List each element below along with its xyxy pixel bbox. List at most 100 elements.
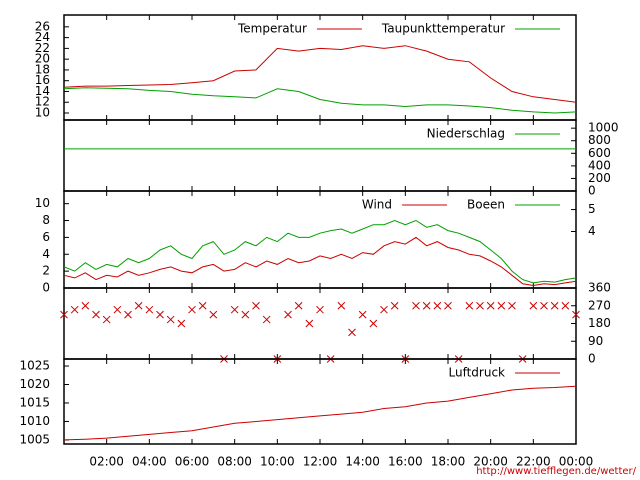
footer-url: http://www.tiefflegen.de/wetter/ bbox=[476, 466, 636, 477]
y-tick-label: 10 bbox=[35, 106, 50, 120]
scatter-point bbox=[486, 301, 495, 310]
scatter-point bbox=[60, 310, 68, 319]
panel-frame bbox=[63, 287, 577, 360]
scatter-point bbox=[561, 301, 570, 310]
y-tick-label: 1025 bbox=[19, 359, 50, 373]
y-tick-label: 600 bbox=[588, 146, 611, 160]
legend-label: Niederschlag bbox=[427, 127, 505, 141]
scatter-point bbox=[433, 301, 442, 310]
scatter-point bbox=[380, 305, 388, 314]
y-tick-label: 16 bbox=[35, 73, 50, 87]
y-tick-label: 800 bbox=[588, 133, 611, 147]
y2-tick-label: 4 bbox=[588, 224, 596, 238]
y-tick-label: 1020 bbox=[19, 377, 50, 391]
y-tick-label: 6 bbox=[42, 230, 50, 244]
scatter-point bbox=[294, 301, 303, 310]
y-tick-label: 22 bbox=[35, 41, 50, 55]
y-tick-label: 400 bbox=[588, 158, 611, 172]
scatter-point bbox=[540, 301, 548, 310]
y-tick-label: 24 bbox=[35, 30, 50, 44]
scatter-point bbox=[390, 301, 399, 310]
scatter-point bbox=[156, 310, 164, 319]
scatter-point bbox=[177, 319, 186, 328]
y-tick-label: 90 bbox=[588, 334, 603, 348]
scatter-point bbox=[198, 301, 207, 310]
y-tick-label: 18 bbox=[35, 62, 50, 76]
scatter-point bbox=[262, 315, 271, 324]
y2-tick-label: 5 bbox=[588, 202, 596, 216]
scatter-point bbox=[252, 301, 260, 310]
scatter-point bbox=[284, 310, 292, 319]
x-tick-label: 00:00 bbox=[559, 455, 594, 469]
scatter-point bbox=[166, 315, 175, 324]
y-tick-label: 360 bbox=[588, 281, 611, 295]
scatter-point bbox=[358, 310, 367, 319]
scatter-point bbox=[102, 315, 111, 324]
x-tick-label: 16:00 bbox=[388, 455, 423, 469]
x-tick-label: 12:00 bbox=[303, 455, 338, 469]
series-line bbox=[63, 236, 577, 287]
scatter-point bbox=[81, 301, 90, 310]
scatter-point bbox=[209, 310, 218, 319]
scatter-point bbox=[145, 305, 154, 314]
legend-label: Taupunkttemperatur bbox=[381, 22, 505, 36]
scatter-point bbox=[305, 319, 314, 328]
scatter-point bbox=[92, 310, 100, 319]
scatter-point bbox=[70, 305, 79, 314]
legend-label: Boeen bbox=[467, 198, 505, 212]
scatter-point bbox=[124, 310, 132, 319]
x-tick-label: 02:00 bbox=[89, 455, 124, 469]
scatter-point bbox=[529, 301, 538, 310]
y-tick-label: 200 bbox=[588, 171, 611, 185]
y-tick-label: 0 bbox=[588, 352, 596, 366]
scatter-point bbox=[444, 301, 452, 310]
scatter-point bbox=[241, 310, 250, 319]
y-tick-label: 10 bbox=[35, 196, 50, 210]
x-tick-label: 18:00 bbox=[431, 455, 466, 469]
scatter-point bbox=[348, 328, 356, 337]
y-tick-label: 0 bbox=[42, 281, 50, 295]
scatter-point bbox=[465, 301, 474, 310]
x-tick-label: 04:00 bbox=[132, 455, 167, 469]
scatter-point bbox=[316, 305, 324, 314]
y-tick-label: 1015 bbox=[19, 395, 50, 409]
scatter-point bbox=[508, 301, 516, 310]
series-line bbox=[63, 219, 577, 284]
legend-label: Temperatur bbox=[237, 22, 307, 36]
scatter-point bbox=[369, 319, 378, 328]
y-tick-label: 12 bbox=[35, 95, 50, 109]
scatter-point bbox=[412, 301, 420, 310]
scatter-point bbox=[497, 301, 506, 310]
x-tick-label: 10:00 bbox=[260, 455, 295, 469]
scatter-point bbox=[230, 305, 239, 314]
x-tick-label: 22:00 bbox=[516, 455, 551, 469]
scatter-point bbox=[476, 301, 484, 310]
y-tick-label: 14 bbox=[35, 84, 50, 98]
y-tick-label: 1005 bbox=[19, 432, 50, 446]
y-tick-label: 8 bbox=[42, 213, 50, 227]
x-tick-label: 06:00 bbox=[175, 455, 210, 469]
series-line bbox=[63, 87, 577, 114]
scatter-point bbox=[337, 301, 346, 310]
legend-label: Wind bbox=[362, 198, 392, 212]
x-tick-label: 14:00 bbox=[345, 455, 380, 469]
y-tick-label: 1000 bbox=[588, 121, 619, 135]
scatter-point bbox=[188, 305, 196, 314]
scatter-point bbox=[134, 301, 143, 310]
series-line bbox=[63, 45, 577, 103]
y-tick-label: 270 bbox=[588, 298, 611, 312]
y-tick-label: 26 bbox=[35, 19, 50, 33]
x-tick-label: 20:00 bbox=[473, 455, 508, 469]
x-tick-label: 08:00 bbox=[217, 455, 252, 469]
y-tick-label: 180 bbox=[588, 316, 611, 330]
y-tick-label: 1010 bbox=[19, 414, 50, 428]
series-line bbox=[63, 385, 577, 441]
y-tick-label: 4 bbox=[42, 247, 50, 261]
y-tick-label: 0 bbox=[588, 184, 596, 198]
y-tick-label: 2 bbox=[42, 264, 50, 278]
legend-label: Luftdruck bbox=[448, 366, 505, 380]
y-tick-label: 20 bbox=[35, 52, 50, 66]
scatter-point bbox=[422, 301, 431, 310]
scatter-point bbox=[550, 301, 559, 310]
